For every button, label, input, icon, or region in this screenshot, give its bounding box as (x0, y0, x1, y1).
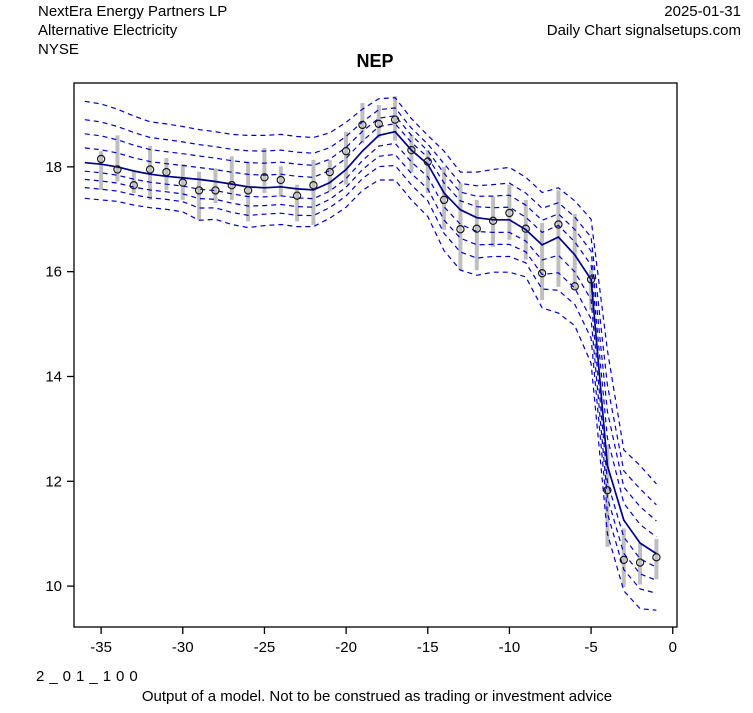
observed-close-point (260, 173, 269, 182)
chart-source: Daily Chart signalsetups.com (547, 22, 741, 39)
observed-close-point (537, 269, 547, 278)
observed-close-point (341, 146, 351, 156)
decile-band-lower-2 (84, 153, 657, 581)
x-tick-label: -30 (172, 639, 194, 656)
decile-band-upper-3 (84, 107, 657, 506)
observed-close-point (472, 224, 481, 233)
chart-title: NEP (356, 51, 393, 71)
x-tick-label: -15 (417, 639, 439, 656)
plot-frame (73, 82, 678, 628)
observed-close-point (309, 180, 318, 190)
y-tick-label: 10 (45, 578, 62, 595)
observed-close-point (129, 180, 138, 190)
x-tick-label: -10 (499, 639, 521, 656)
observed-close-point (162, 167, 171, 177)
observed-close-point (652, 553, 661, 562)
y-tick-label: 14 (45, 368, 62, 385)
observed-close-point (96, 154, 106, 164)
y-tick-label: 12 (45, 473, 62, 490)
model-median-line (84, 130, 657, 555)
observed-close-point (505, 208, 514, 218)
observed-close-point (194, 186, 204, 195)
observed-close-point (603, 486, 612, 495)
observed-close-point (521, 224, 530, 233)
x-tick-label: -5 (584, 639, 597, 656)
x-tick-label: -20 (335, 639, 357, 656)
observed-close-point (178, 178, 187, 187)
exchange-name: NYSE (38, 41, 79, 58)
x-tick-label: 0 (669, 639, 677, 656)
chart-date: 2025-01-31 (664, 3, 741, 20)
chart-series (84, 96, 661, 611)
decile-band-lower-3 (84, 164, 657, 594)
model-id: 2_01_100 (36, 668, 143, 685)
observed-close-point (374, 119, 383, 129)
observed-close-point (211, 186, 220, 195)
observed-close-point (423, 157, 432, 166)
disclaimer: Output of a model. Not to be construed a… (142, 688, 612, 705)
observed-close-point (390, 115, 400, 124)
x-tick-label: -25 (254, 639, 276, 656)
decile-band-lower-1 (84, 142, 657, 568)
observed-close-point (227, 180, 236, 190)
observed-close-point (619, 555, 628, 565)
observed-close-point (358, 120, 367, 130)
observed-close-point (554, 220, 563, 229)
decile-band-lower-4 (84, 179, 657, 611)
observed-close-point (439, 195, 449, 205)
industry-name: Alternative Electricity (38, 22, 178, 39)
y-tick-label: 16 (45, 264, 62, 281)
observed-close-point (488, 216, 498, 226)
observed-close-point (243, 186, 253, 195)
observed-close-point (586, 275, 596, 284)
observed-close-point (292, 191, 302, 200)
observed-close-point (570, 282, 579, 291)
company-name: NextEra Energy Partners LP (38, 3, 227, 20)
observed-close-point (325, 167, 334, 177)
decile-band-upper-2 (84, 115, 657, 522)
axis-ticks: -35 -30 -25 -20 -15 -10 -5 0 10 12 14 16 18 (45, 159, 677, 656)
observed-close-point (407, 145, 416, 155)
observed-close-point (113, 165, 122, 174)
y-tick-label: 18 (45, 159, 62, 176)
observed-close-point (456, 225, 465, 234)
observed-close-point (635, 558, 645, 567)
observed-close-point (276, 175, 285, 185)
decile-band-upper-1 (84, 122, 657, 538)
decile-band-upper-4 (84, 97, 657, 485)
observed-close-point (145, 165, 155, 174)
x-tick-label: -35 (90, 639, 112, 656)
